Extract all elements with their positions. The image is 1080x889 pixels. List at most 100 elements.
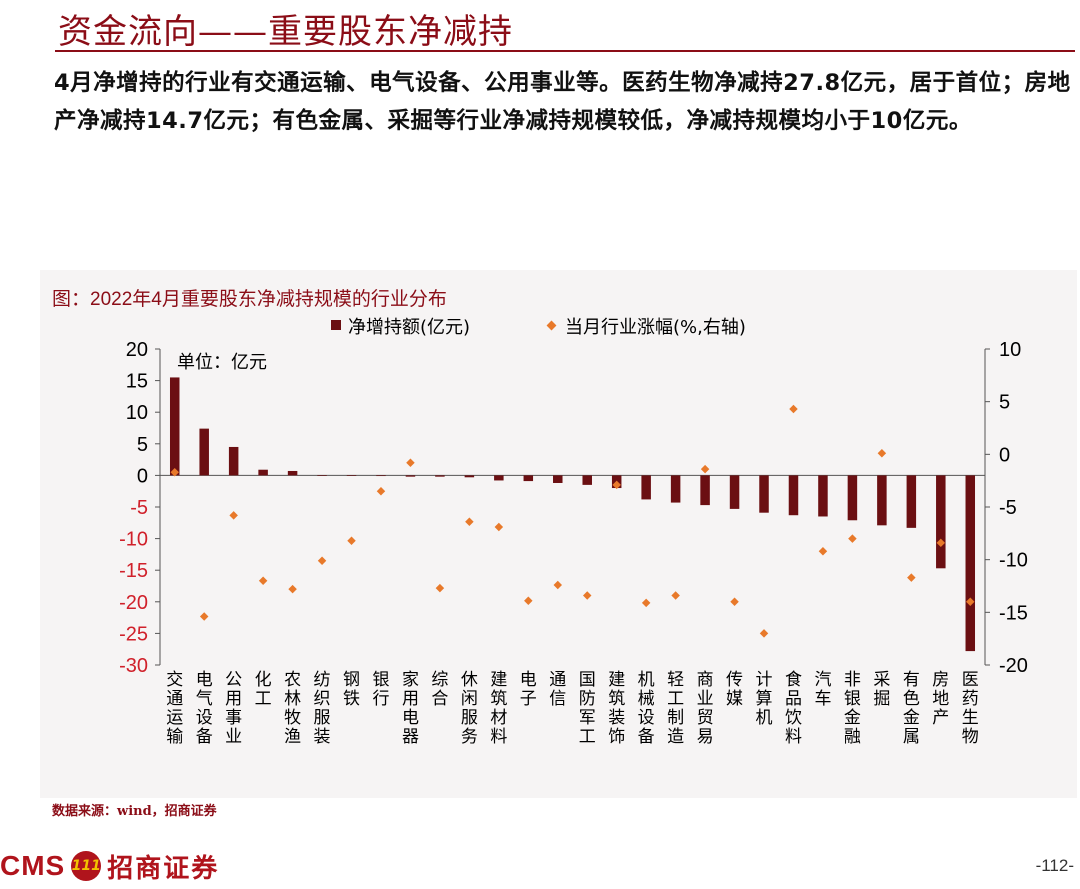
bar-纺织服装: [317, 475, 327, 476]
bar-房地产: [936, 475, 946, 569]
right-axis-tick-label: -5: [999, 497, 1017, 519]
category-label-银行: 银行: [372, 670, 389, 709]
bar-采掘: [877, 475, 887, 526]
category-label-农林牧渔: 农林牧渔: [284, 670, 301, 747]
point-纺织服装: [317, 556, 327, 565]
category-label-电气设备: 电气设备: [196, 670, 213, 747]
category-label-非银金融: 非银金融: [844, 670, 861, 747]
logo-chinese: 招商证券: [107, 853, 220, 884]
category-label-电子: 电子: [520, 670, 537, 709]
category-label-汽车: 汽车: [814, 670, 831, 709]
point-农林牧渔: [288, 584, 297, 594]
unit-note: 单位：亿元: [177, 352, 267, 373]
bar-家用电器: [405, 475, 416, 477]
bar-建筑材料: [494, 475, 504, 481]
point-公用事业: [229, 511, 238, 520]
title-divider: [55, 50, 1075, 52]
bar-机械设备: [641, 475, 651, 500]
point-建筑材料: [494, 522, 504, 532]
category-label-计算机: 计算机: [756, 670, 773, 728]
legend-bar-swatch: [331, 320, 341, 330]
point-非银金融: [848, 534, 857, 543]
bar-食品饮料: [788, 475, 799, 516]
category-label-建筑材料: 建筑材料: [490, 670, 507, 747]
right-axis-tick-label: -15: [999, 602, 1028, 624]
point-化工: [258, 576, 268, 585]
point-国防军工: [582, 591, 592, 600]
point-电子: [524, 596, 533, 605]
category-label-钢铁: 钢铁: [343, 670, 360, 709]
figure-title: 图：2022年4月重要股东净减持规模的行业分布: [52, 289, 447, 310]
bar-商业贸易: [700, 475, 710, 506]
bar-国防军工: [582, 475, 592, 485]
right-axis-tick-label: -10: [999, 550, 1028, 572]
point-传媒: [730, 597, 739, 607]
point-电气设备: [199, 612, 209, 621]
legend-point-swatch: [546, 320, 557, 331]
category-label-商业贸易: 商业贸易: [697, 670, 714, 747]
logo-latin: CMS: [0, 850, 66, 881]
point-计算机: [759, 629, 769, 638]
right-axis-tick-label: 5: [999, 392, 1010, 414]
point-商业贸易: [700, 464, 710, 474]
category-label-国防军工: 国防军工: [579, 670, 596, 747]
category-label-建筑装饰: 建筑装饰: [608, 670, 625, 747]
bar-有色金属: [906, 475, 917, 528]
left-axis-tick-label: -15: [119, 560, 148, 582]
legend-bar-label: 净增持额(亿元): [348, 317, 470, 338]
bar-公用事业: [228, 446, 239, 476]
left-axis-tick-label: 5: [137, 434, 148, 456]
category-label-采掘: 采掘: [873, 670, 890, 709]
category-label-纺织服装: 纺织服装: [314, 670, 331, 747]
bar-钢铁: [346, 475, 357, 476]
category-label-房地产: 房地产: [932, 670, 949, 728]
bar-非银金融: [847, 475, 858, 521]
bar-汽车: [818, 475, 828, 517]
bar-农林牧渔: [287, 470, 298, 476]
point-食品饮料: [789, 404, 798, 414]
point-综合: [435, 583, 445, 593]
point-医药生物: [966, 597, 975, 607]
bar-银行: [376, 475, 386, 477]
bar-计算机: [759, 475, 769, 513]
category-label-食品饮料: 食品饮料: [785, 670, 802, 747]
bar-化工: [258, 469, 268, 476]
bar-电气设备: [199, 428, 209, 476]
page-number: -112-: [1035, 856, 1074, 875]
bar-综合: [435, 475, 445, 477]
bar-休闲服务: [464, 475, 475, 478]
left-axis-tick-label: -10: [119, 529, 148, 551]
bar-传媒: [729, 475, 740, 509]
point-通信: [553, 580, 563, 590]
left-axis-tick-label: -20: [119, 592, 148, 614]
point-建筑装饰: [612, 480, 621, 490]
point-有色金属: [907, 573, 916, 582]
category-label-家用电器: 家用电器: [402, 670, 419, 747]
category-label-机械设备: 机械设备: [638, 670, 655, 747]
category-label-有色金属: 有色金属: [903, 670, 920, 747]
right-axis-tick-label: 0: [999, 444, 1010, 466]
right-axis-tick-label: 10: [999, 339, 1021, 361]
category-label-传媒: 传媒: [726, 670, 743, 709]
point-房地产: [936, 538, 946, 548]
right-axis-tick-label: -20: [999, 655, 1028, 677]
slide-title: 资金流向——重要股东净减持: [58, 12, 513, 52]
left-axis-tick-label: 10: [126, 402, 148, 424]
cms-logo: CMS 111 招商证券: [0, 846, 219, 886]
point-银行: [376, 486, 386, 496]
bar-通信: [553, 475, 563, 483]
data-source: 数据来源：wind，招商证券: [52, 804, 217, 819]
point-轻工制造: [671, 591, 680, 600]
category-label-公用事业: 公用事业: [225, 670, 242, 747]
bar-轻工制造: [670, 475, 681, 503]
logo-badge-icon: 111: [71, 851, 102, 881]
category-label-医药生物: 医药生物: [962, 670, 979, 747]
point-钢铁: [347, 536, 356, 545]
point-汽车: [818, 546, 828, 556]
left-axis-tick-label: 0: [137, 465, 148, 487]
bar-交通运输: [169, 377, 180, 476]
point-机械设备: [641, 598, 651, 608]
category-label-轻工制造: 轻工制造: [667, 670, 684, 747]
left-axis-tick-label: -30: [119, 655, 148, 677]
